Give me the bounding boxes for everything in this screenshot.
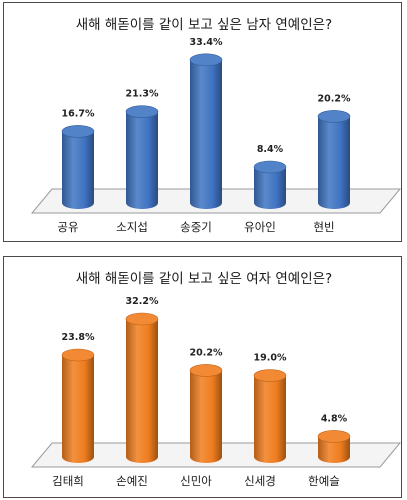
female-category-label-1: 김태희	[52, 474, 84, 488]
male-bar-3	[189, 53, 223, 209]
male-value-label-2: 21.3%	[126, 89, 159, 100]
female-category-label-5: 한예슬	[308, 474, 340, 488]
female-bar-4	[253, 369, 287, 463]
female-category-label-4: 신세경	[244, 474, 276, 488]
female-value-label-1: 23.8%	[62, 332, 95, 343]
female-value-label-2: 32.2%	[126, 296, 159, 307]
female-value-label-4: 19.0%	[254, 353, 287, 364]
male-chart-svg: 새해 해돋이를 같이 보고 싶은 남자 연예인은? 16.7% 공유 21.3% 소지…	[30, 17, 402, 234]
female-bar-2	[125, 312, 159, 463]
male-value-label-5: 20.2%	[318, 93, 351, 104]
male-value-label-3: 33.4%	[190, 37, 223, 48]
male-bar-1	[61, 125, 95, 209]
female-category-label-3: 신민아	[180, 474, 212, 488]
female-chart-title: 새해 해돋이를 같이 보고 싶은 여자 연예인은?	[76, 271, 332, 287]
male-value-label-4: 8.4%	[257, 144, 284, 155]
female-category-label-2: 손예진	[116, 474, 148, 488]
male-bar-2	[125, 105, 159, 209]
female-bar-1	[61, 348, 95, 463]
female-bar-3	[189, 364, 223, 463]
male-bar-5	[317, 110, 351, 209]
female-chart-svg: 새해 해돋이를 같이 보고 싶은 여자 연예인은? 23.8% 김태희 32.2% 손…	[30, 271, 402, 488]
male-category-label-2: 소지섭	[116, 220, 148, 234]
female-value-label-5: 4.8%	[321, 413, 348, 424]
female-value-label-3: 20.2%	[190, 347, 223, 358]
male-bar-4	[253, 160, 287, 209]
female-chart-panel: 새해 해돋이를 같이 보고 싶은 여자 연예인은? 23.8% 김태희 32.2% 손…	[3, 256, 402, 498]
male-chart-panel: 새해 해돋이를 같이 보고 싶은 남자 연예인은? 16.7% 공유 21.3% 소지…	[3, 2, 402, 242]
male-value-label-1: 16.7%	[62, 108, 95, 119]
male-category-label-3: 송중기	[180, 220, 212, 234]
male-category-label-5: 현빈	[313, 220, 334, 234]
female-bar-5	[317, 430, 351, 463]
male-category-label-1: 공유	[57, 220, 78, 234]
male-category-label-4: 유아인	[244, 220, 276, 234]
male-chart-title: 새해 해돋이를 같이 보고 싶은 남자 연예인은?	[76, 17, 332, 33]
